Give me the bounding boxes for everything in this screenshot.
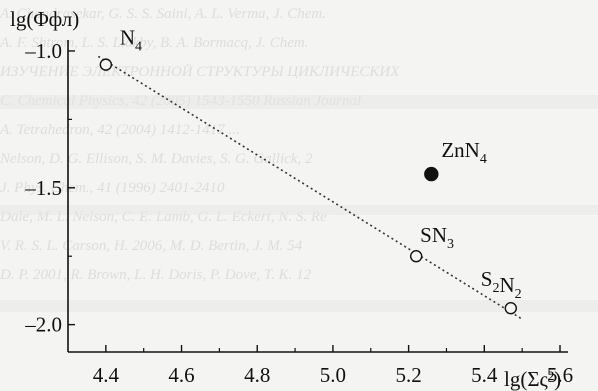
scan-band xyxy=(0,205,598,215)
point-n4-label: N4 xyxy=(120,26,142,55)
point-sn3-marker xyxy=(409,250,423,263)
y-tick-label: –2.0 xyxy=(24,313,62,337)
x-tick-label: 4.6 xyxy=(168,363,194,387)
point-znn4-marker xyxy=(424,166,439,182)
x-axis-label: lg(Σς²) xyxy=(504,367,561,391)
trend-line xyxy=(97,55,523,320)
point-n4-marker xyxy=(99,58,113,71)
y-axis-label: lg(Φфл) xyxy=(10,7,79,31)
x-tick-label: 4.4 xyxy=(93,363,120,387)
y-tick-label: –1.0 xyxy=(24,39,62,63)
point-znn4-label: ZnN4 xyxy=(441,138,487,167)
y-tick-label: –1.5 xyxy=(24,176,62,200)
point-s2n2-label: S2N2 xyxy=(481,267,522,302)
scan-band xyxy=(0,95,598,109)
data-points: N4 ZnN4 SN3 S2N2 xyxy=(99,26,522,315)
axis-ticks: 4.4 4.6 4.8 5.0 5.2 5.4 5.6 –1.0 –1.5 –2.0 xyxy=(24,39,573,387)
x-tick-label: 5.4 xyxy=(471,363,498,387)
x-tick-label: 5.2 xyxy=(395,363,421,387)
faded-bands xyxy=(0,95,598,312)
fit-line xyxy=(97,55,523,320)
x-tick-label: 5.0 xyxy=(320,363,346,387)
point-sn3-label: SN3 xyxy=(420,223,454,252)
scan-band xyxy=(0,300,598,312)
x-tick-label: 5.6 xyxy=(547,363,573,387)
point-s2n2-marker xyxy=(504,302,517,315)
x-tick-label: 4.8 xyxy=(244,363,270,387)
